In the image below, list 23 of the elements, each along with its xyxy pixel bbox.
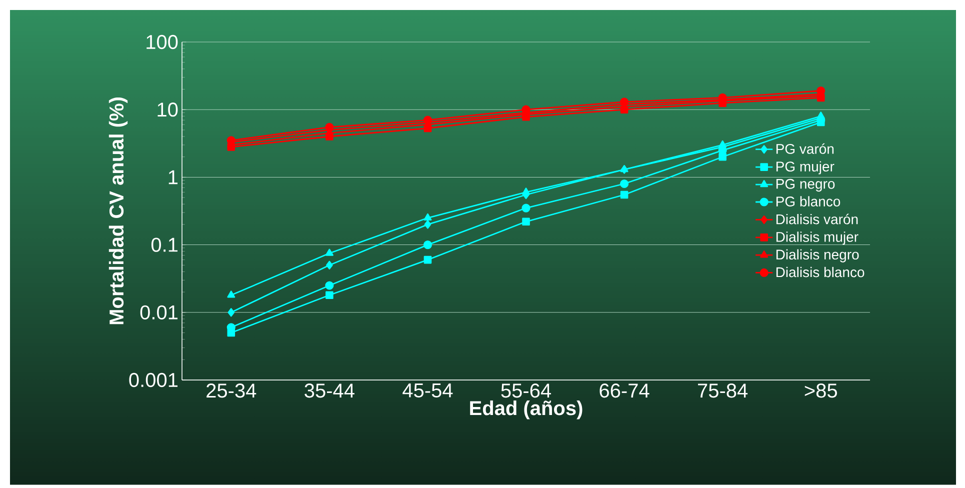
legend-label: PG mujer	[776, 161, 834, 174]
x-tick-label: 55-64	[501, 384, 551, 398]
legend-label: Dialisis varón	[776, 214, 858, 224]
x-tick-label: 75-84	[698, 384, 748, 398]
legend-label: Dialisis blanco	[776, 266, 864, 278]
x-tick-label: 66-74	[600, 384, 650, 398]
x-tick-label: 35-44	[304, 384, 354, 398]
y-axis-title: Mortalidad CV anual (%)	[108, 98, 128, 324]
x-axis-title: Edad (años)	[470, 400, 582, 420]
y-tick-label: 10	[158, 102, 178, 117]
x-tick-label: 25-34	[206, 384, 256, 398]
legend-label: PG negro	[776, 178, 835, 192]
y-tick-label: 0.01	[140, 305, 178, 320]
y-tick-label: 100	[146, 34, 178, 50]
x-tick-label: 45-54	[402, 384, 453, 398]
legend-label: Dialisis mujer	[776, 232, 858, 245]
legend-label: Dialisis negro	[776, 249, 859, 262]
y-tick-label: 1	[168, 170, 178, 184]
y-tick-label: 0.1	[151, 238, 178, 252]
x-tick-label: >85	[804, 384, 837, 398]
legend-label: PG blanco	[776, 196, 840, 206]
y-tick-label: 0.001	[129, 372, 178, 388]
legend-label: PG varón	[776, 143, 834, 154]
